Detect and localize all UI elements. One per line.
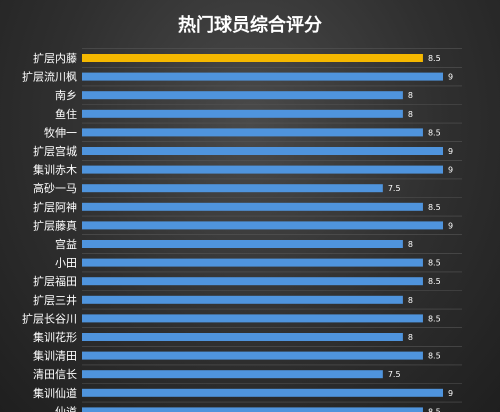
bar-8 <box>82 202 423 211</box>
value-label: 8 <box>408 296 413 305</box>
category-label: 扩层长谷川 <box>22 311 77 325</box>
value-label: 8.5 <box>428 203 441 212</box>
bar-6 <box>82 165 443 174</box>
category-label: 牧伸一 <box>44 125 77 139</box>
value-label: 9 <box>448 389 453 398</box>
bar-2 <box>82 91 403 100</box>
value-label: 7.5 <box>388 370 401 379</box>
category-label: 南乡 <box>55 89 77 102</box>
category-label: 扩层流川枫 <box>22 70 77 84</box>
bar-0 <box>82 54 423 62</box>
category-label: 集训花形 <box>33 330 77 344</box>
category-label: 高砂一马 <box>33 181 77 195</box>
bar-18 <box>82 388 443 397</box>
bar-7 <box>82 184 383 193</box>
value-label: 8 <box>408 333 413 342</box>
category-label: 集训赤木 <box>33 163 77 177</box>
chart-title: 热门球员综合评分 <box>178 14 322 36</box>
category-label: 扩层内藤 <box>33 51 77 65</box>
category-label: 扩层三井 <box>33 293 77 307</box>
category-label: 集训清田 <box>33 349 77 363</box>
bar-17 <box>82 370 383 379</box>
value-label: 8.5 <box>428 277 441 286</box>
value-label: 7.5 <box>388 184 401 193</box>
category-label: 仙道 <box>55 404 77 412</box>
category-label: 宫益 <box>55 237 77 251</box>
category-label: 扩层福田 <box>33 274 77 288</box>
value-label: 8 <box>408 91 413 100</box>
bar-15 <box>82 333 403 341</box>
bar-10 <box>82 240 403 248</box>
category-label: 扩层宫城 <box>33 144 77 158</box>
category-label: 鱼住 <box>55 107 77 121</box>
category-label: 小田 <box>55 257 77 270</box>
value-label: 8.5 <box>428 314 441 323</box>
value-label: 9 <box>448 221 453 230</box>
bars: 扩层内藤 8.5 扩层流川枫 9 南乡 8 鱼住 8 牧伸一 8.5 扩层宫城 9 集训赤木 9 高砂一马 7… <box>22 51 453 412</box>
bar-9 <box>82 221 443 230</box>
value-label: 8.5 <box>428 352 441 361</box>
value-label: 8.5 <box>428 128 441 137</box>
value-label: 8 <box>408 110 413 119</box>
value-label: 8.5 <box>428 54 441 63</box>
category-label: 集训仙道 <box>33 386 77 400</box>
bar-4 <box>82 128 423 137</box>
bar-11 <box>82 258 423 267</box>
category-label: 清田信长 <box>33 368 77 381</box>
bar-19 <box>82 407 423 412</box>
category-label: 扩层阿神 <box>33 200 77 214</box>
bar-5 <box>82 147 443 155</box>
value-label: 9 <box>448 73 453 82</box>
value-label: 9 <box>448 147 453 156</box>
bar-1 <box>82 72 443 81</box>
bar-16 <box>82 351 423 360</box>
gridlines <box>82 48 462 403</box>
value-label: 8.5 <box>428 259 441 268</box>
category-label: 扩层藤真 <box>33 218 77 232</box>
value-label: 8.5 <box>428 407 441 412</box>
bar-12 <box>82 277 423 286</box>
value-label: 8 <box>408 240 413 249</box>
bar-13 <box>82 295 403 304</box>
bar-14 <box>82 314 423 323</box>
bar-3 <box>82 109 403 118</box>
value-label: 9 <box>448 166 453 175</box>
